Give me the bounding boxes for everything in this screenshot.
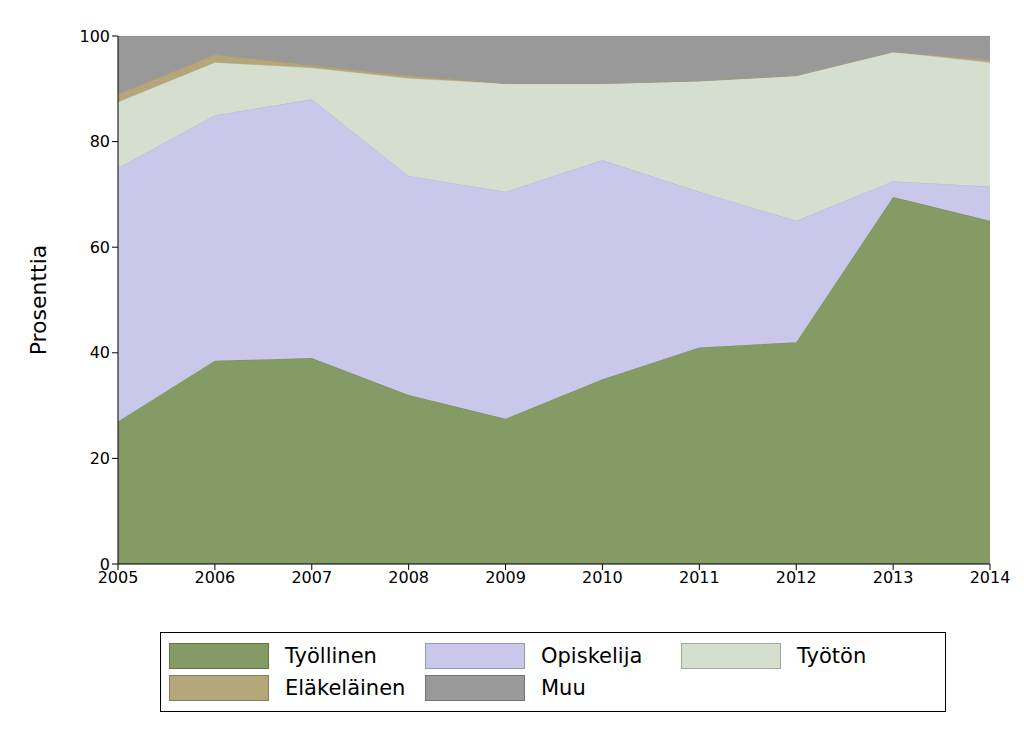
svg-text:60: 60 (90, 238, 110, 257)
svg-text:2005: 2005 (97, 568, 139, 588)
svg-text:2009: 2009 (485, 568, 526, 587)
svg-text:Prosenttia: Prosenttia (26, 245, 51, 356)
svg-text:2012: 2012 (776, 568, 817, 587)
svg-text:0: 0 (100, 555, 110, 574)
svg-text:40: 40 (90, 343, 110, 362)
svg-text:100: 100 (79, 27, 110, 46)
svg-text:2008: 2008 (388, 568, 429, 587)
svg-text:2013: 2013 (873, 568, 914, 587)
html-text:Muu: Muu (541, 676, 586, 700)
svg-text:2006: 2006 (195, 568, 236, 587)
svg-text:80: 80 (90, 132, 110, 151)
html-text:Opiskelija: Opiskelija (541, 644, 643, 668)
svg-text:20: 20 (90, 449, 110, 468)
html-text:Työllinen: Työllinen (285, 644, 377, 668)
svg-text:2011: 2011 (679, 568, 720, 587)
html-text:Eläkeläinen: Eläkeläinen (285, 676, 406, 700)
html-text:Työtön: Työtön (797, 644, 867, 668)
svg-text:2014: 2014 (970, 568, 1011, 587)
svg-text:2010: 2010 (582, 568, 623, 587)
svg-text:2007: 2007 (291, 568, 332, 587)
